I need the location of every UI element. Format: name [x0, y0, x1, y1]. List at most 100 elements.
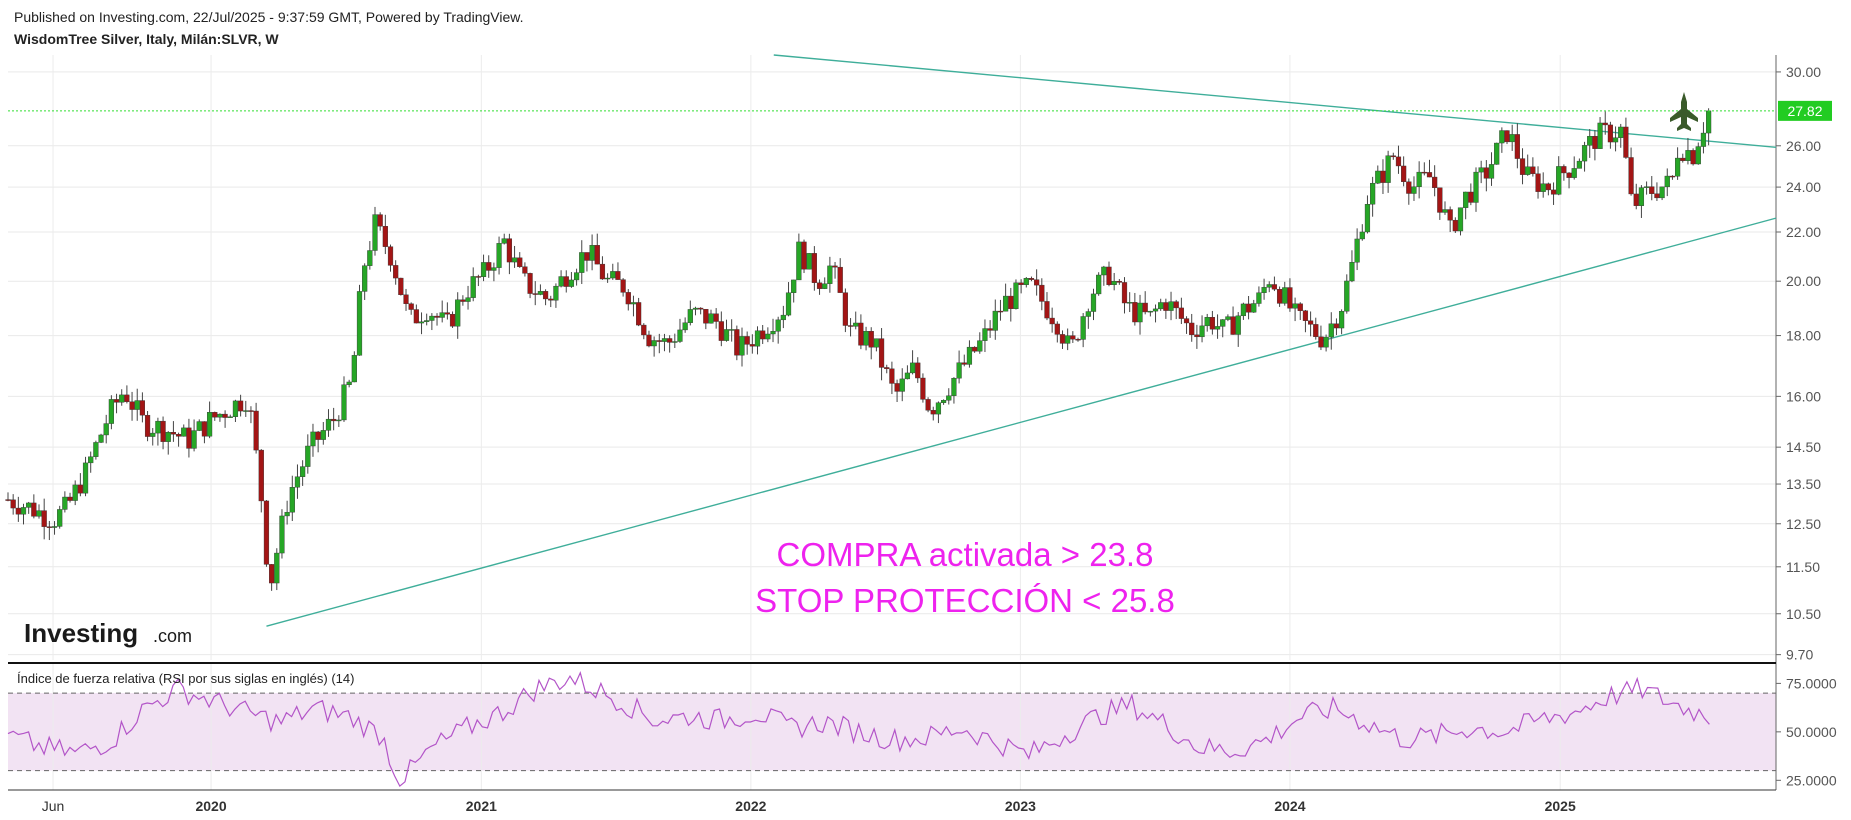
candle [754, 326, 761, 355]
candle [470, 267, 476, 302]
candle [677, 318, 683, 343]
candle [889, 361, 895, 395]
price-y-axis: 30.00 26.00 24.00 22.00 20.00 18.00 16.00 14.50… [1776, 64, 1821, 663]
candle [475, 274, 481, 287]
candle [1328, 312, 1334, 350]
candle [279, 509, 285, 559]
candle [909, 350, 916, 375]
rsi-line [7, 671, 1710, 788]
candle [227, 414, 233, 418]
candle [1178, 297, 1184, 325]
candle [1478, 160, 1484, 184]
candle [780, 305, 786, 329]
candle [258, 449, 264, 513]
candle [36, 504, 42, 519]
candle [181, 424, 187, 437]
candle [718, 311, 724, 347]
candle [1432, 165, 1438, 197]
candle [232, 399, 239, 423]
candle [744, 331, 750, 355]
candle [1566, 172, 1572, 189]
candle [1437, 187, 1443, 220]
candle [940, 399, 947, 405]
candle [1643, 181, 1650, 195]
candle [134, 388, 140, 421]
price-tick-label: 10.50 [1786, 606, 1821, 622]
candle [1685, 137, 1691, 165]
candle [217, 413, 223, 422]
candle [1183, 316, 1190, 334]
time-tick-label: 2025 [1545, 798, 1576, 814]
candle [816, 279, 823, 295]
candle [527, 272, 533, 299]
candle [1349, 250, 1355, 283]
candle [1318, 325, 1324, 351]
candle [661, 333, 668, 352]
candle [206, 401, 213, 439]
candle [532, 281, 538, 306]
candle [920, 373, 926, 403]
candle [982, 319, 988, 353]
candle [589, 234, 595, 271]
candle [837, 258, 843, 293]
candle [449, 311, 456, 328]
candle [1194, 324, 1200, 349]
candle [1509, 124, 1515, 151]
candle [1540, 172, 1546, 198]
candle [429, 313, 435, 331]
candle [832, 261, 838, 279]
trendline [266, 217, 1777, 627]
candle [1463, 191, 1469, 220]
candle [1142, 291, 1148, 315]
rsi-tick-label: 50.0000 [1786, 724, 1837, 740]
candle [1581, 141, 1588, 172]
candle [822, 277, 828, 290]
candle [1282, 281, 1288, 306]
candle [1297, 302, 1303, 320]
candle [1468, 183, 1474, 206]
candle [1700, 122, 1707, 154]
brand-suffix: .com [153, 626, 192, 646]
candle [155, 417, 161, 446]
candle [1059, 330, 1066, 349]
candle [873, 338, 879, 352]
candle [1085, 308, 1091, 329]
rsi-levels [8, 692, 1776, 772]
candle [723, 319, 730, 342]
candle [418, 312, 425, 335]
candle [1618, 123, 1624, 148]
candle [196, 419, 202, 432]
candle [82, 456, 89, 497]
price-pane: 30.00 26.00 24.00 22.00 20.00 18.00 16.00 14.50… [5, 54, 1832, 664]
candle [1018, 279, 1024, 294]
candle [1152, 304, 1159, 323]
candle [62, 491, 68, 513]
candle [336, 415, 342, 427]
candle [1235, 312, 1241, 347]
candles [5, 108, 1712, 591]
candle [51, 521, 58, 535]
candle [212, 411, 218, 421]
candle [878, 328, 885, 381]
price-tick-label: 20.00 [1786, 273, 1821, 289]
candle [387, 244, 394, 272]
candle [1302, 309, 1309, 333]
candle [1070, 331, 1076, 343]
candle [1034, 269, 1040, 296]
candle [26, 501, 32, 514]
candle [424, 313, 430, 326]
candle [915, 357, 921, 383]
candle [904, 365, 911, 380]
candle [93, 440, 99, 460]
candle [1271, 276, 1278, 292]
candle [615, 262, 621, 280]
time-x-axis: Jun 2020 2021 2022 2023 2024 2025 [42, 798, 1576, 814]
candle [1592, 129, 1598, 161]
candle [785, 282, 792, 317]
candle [1659, 186, 1665, 201]
candle [1385, 150, 1391, 193]
candle [517, 252, 523, 268]
candle [15, 496, 21, 522]
rsi-title: Índice de fuerza relativa (RSI por sus s… [17, 671, 354, 686]
